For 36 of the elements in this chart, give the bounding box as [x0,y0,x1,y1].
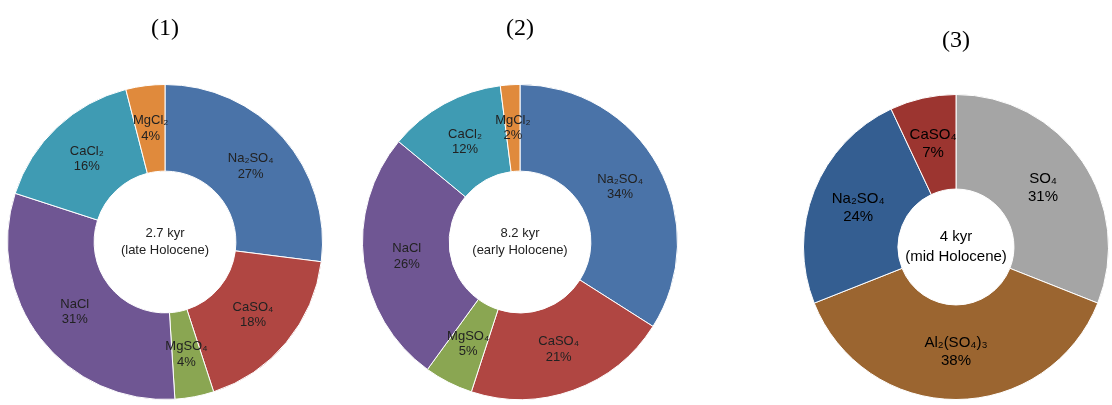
chart-title: (1) [150,14,180,41]
text: (late Holocene) [120,242,210,258]
data-label: 16% [73,158,101,174]
slice-label: CaCl₂ [69,142,104,158]
slice-label: Al₂(SO₄)₃ [924,333,988,351]
slice-label: Na₂SO₄ [597,170,643,186]
data-label: 18% [239,314,267,330]
slice-label: Na₂SO₄ [227,150,274,166]
text: (mid Holocene) [905,247,1007,265]
slice-label: NaCl [392,240,422,256]
data-label: 4% [177,353,197,369]
data-label: 26% [393,255,421,271]
text: 8.2 kyr [500,224,541,240]
data-label: 24% [843,207,874,225]
data-label: 31% [1028,187,1059,204]
data-label: 38% [940,351,972,369]
text: (early Holocene) [472,242,568,258]
data-label: 21% [545,348,573,364]
slice-label: CaCl₂ [448,125,482,141]
data-label: 27% [237,165,265,181]
data-label: 31% [61,311,89,327]
data-label: 12% [451,141,479,157]
slice-label: CaSO₄ [538,333,580,349]
slice-label: SO₄ [1029,169,1057,186]
slice-label: Na₂SO₄ [831,189,885,207]
chart-title: (2) [505,14,535,41]
chart-title: (3) [941,26,971,53]
slice-label: NaCl [60,295,90,311]
text: 2.7 kyr [145,224,186,240]
data-label: 5% [458,343,478,359]
data-label: 4% [141,128,161,144]
text: 4 kyr [939,227,973,245]
data-label: 34% [607,186,634,202]
data-label: 7% [922,143,944,161]
slice-label: CaSO₄ [232,298,274,314]
slice-label: MgCl₂ [495,111,531,127]
